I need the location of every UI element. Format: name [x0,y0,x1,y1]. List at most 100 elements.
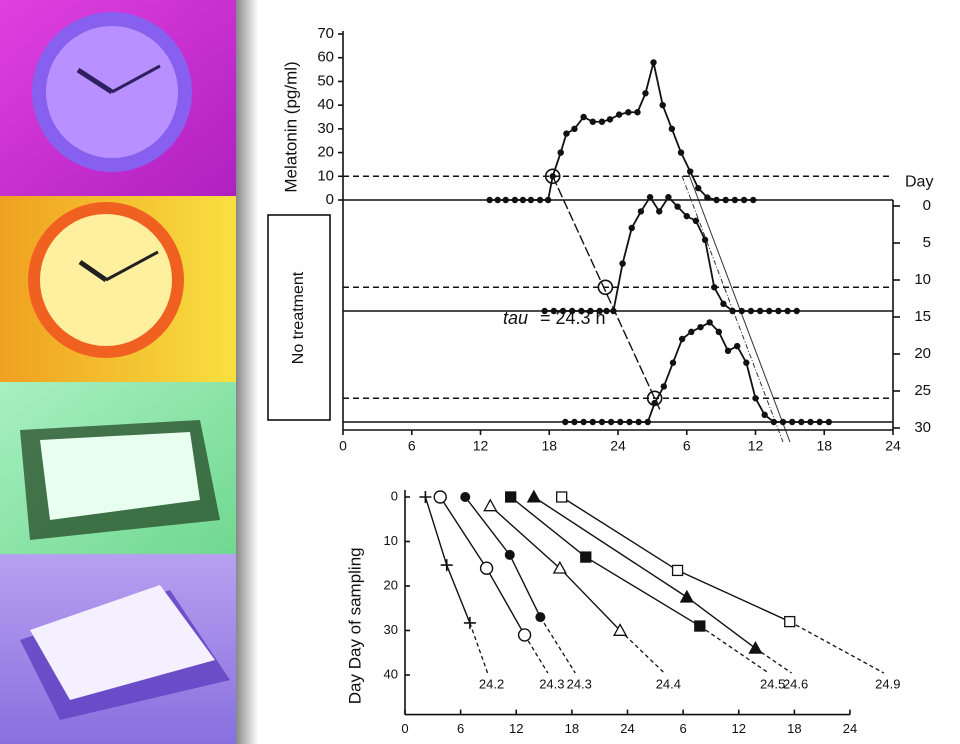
sample-point [793,307,800,315]
sample-point [825,418,833,426]
sample-point [798,418,805,426]
sample-point [580,113,587,121]
fit-line [561,496,791,623]
phase-point [535,612,546,623]
sample-point [615,111,623,118]
y2-tick-label: 25 [914,382,931,399]
series-label: 24.6 [783,676,808,691]
sample-point [686,168,694,175]
sample-point [743,359,750,366]
sample-point [571,125,578,133]
x-tick-label: 12 [509,721,523,736]
sample-point [713,196,720,204]
phase-point [784,615,796,628]
tau-line [552,175,661,410]
sample-point [775,307,782,315]
series-label: 24.4 [656,676,681,691]
y-tick-label: 20 [317,144,334,161]
sample-point [770,418,778,426]
y-label: Day Day of sampling [345,547,364,704]
x-tick-label: 6 [457,721,464,736]
sample-point [816,418,823,426]
y2-tick-label: 5 [923,234,931,251]
melatonin-line [544,195,797,312]
sample-point [598,118,606,125]
annotation-box [267,214,331,421]
sample-point [628,224,635,232]
x-tick-label: 18 [787,721,801,736]
y-tick-label: 50 [317,72,334,89]
sample-point [607,418,615,426]
sample-point [750,196,757,204]
sample-point [637,208,645,215]
extrapolation [469,622,489,674]
fit-line [424,496,471,624]
phase-point [483,498,498,512]
sample-point [697,323,704,331]
phase-point [419,491,432,503]
annotation: No treatment [290,271,307,364]
x-tick-label: 12 [748,438,764,454]
sample-point [571,418,578,426]
sample-point [563,130,570,137]
sample-point [692,217,700,225]
sample-point [606,116,614,123]
x-tick-label: 12 [732,721,746,736]
sample-point [756,307,764,315]
sample-point [646,193,654,201]
sample-point [731,196,739,204]
sample-point [688,328,695,336]
x-tick-label: 6 [408,438,416,454]
phase-point [748,640,763,654]
y-tick-label: 30 [384,622,398,637]
tau-symbol: tau [503,308,528,328]
x-tick-label: 12 [473,438,489,454]
phase-point [552,560,567,574]
sample-point [619,260,626,267]
sample-point [674,203,681,210]
x-tick-label: 6 [680,721,687,736]
sample-point [683,212,690,220]
y2-label: Day [905,174,933,191]
series-label: 24.3 [567,676,592,691]
extrapolation [619,630,665,674]
sample-point [704,194,711,201]
phase-point [679,589,694,603]
x-tick-label: 18 [565,721,579,736]
y2-tick-label: 10 [914,271,931,288]
sample-point [659,101,666,109]
phase-point [517,628,532,642]
series-label: 24.3 [539,676,564,691]
sample-point [603,307,610,315]
sample-point [738,307,745,315]
x-tick-label: 18 [816,438,832,454]
sample-point [617,418,624,426]
x-tick-label: 24 [843,721,857,736]
y-tick-label: 30 [317,120,334,137]
sample-point [729,307,736,315]
sample-point [625,109,632,116]
sample-point [650,59,657,66]
sample-point [720,300,727,308]
phase-point [612,623,628,636]
sample-point [784,307,791,315]
sample-point [747,307,755,315]
melatonin-line [489,62,754,201]
sample-point [701,236,709,244]
sample-point [589,118,596,125]
y-tick-label: 60 [317,49,334,66]
sample-point [761,411,768,419]
sample-point [711,284,718,291]
sample-point [695,184,702,192]
sample-point [766,307,773,315]
sample-point [634,109,641,116]
y2-tick-label: 0 [923,197,931,214]
sample-point [557,149,564,156]
series-label: 24.9 [875,676,900,691]
y2-tick-label: 15 [914,308,931,325]
y2-tick-label: 30 [914,419,931,436]
onset-marker [544,168,561,185]
sample-point [788,418,796,426]
extrapolation [539,616,576,674]
